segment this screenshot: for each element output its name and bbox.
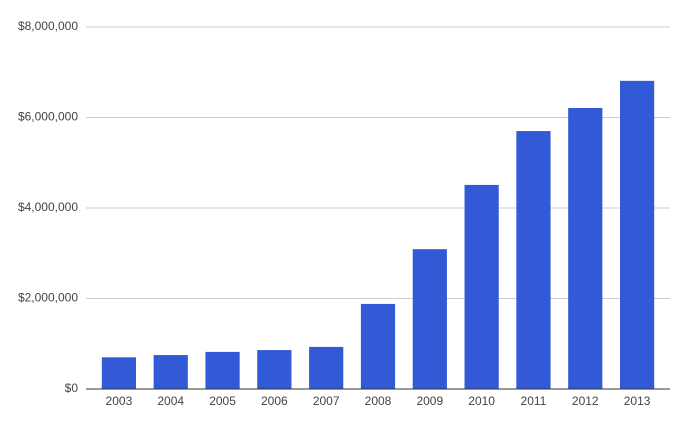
bar	[516, 131, 551, 389]
x-tick-label: 2006	[261, 394, 288, 408]
bar	[309, 346, 344, 389]
bar	[360, 303, 396, 389]
x-tick-label: 2005	[209, 394, 236, 408]
bar	[153, 355, 188, 389]
x-tick-label: 2007	[313, 394, 340, 408]
bar	[568, 107, 603, 389]
bar	[101, 357, 137, 389]
x-tick-label: 2010	[468, 394, 495, 408]
y-tick-label: $2,000,000	[18, 291, 78, 305]
x-tick-label: 2013	[624, 394, 651, 408]
y-tick-label: $0	[65, 381, 79, 395]
y-tick-label: $6,000,000	[18, 110, 78, 124]
y-tick-label: $8,000,000	[18, 19, 78, 33]
x-tick-label: 2011	[521, 394, 547, 408]
x-tick-label: 2004	[157, 394, 184, 408]
x-tick-label: 2009	[416, 394, 443, 408]
x-tick-label: 2008	[365, 394, 392, 408]
bar	[619, 80, 655, 389]
y-tick-label: $4,000,000	[18, 200, 78, 214]
bar	[257, 350, 292, 389]
x-tick-label: 2012	[572, 394, 599, 408]
x-tick-label: 2003	[106, 394, 133, 408]
bar	[412, 249, 447, 389]
bar	[464, 184, 499, 389]
bar	[205, 351, 240, 389]
